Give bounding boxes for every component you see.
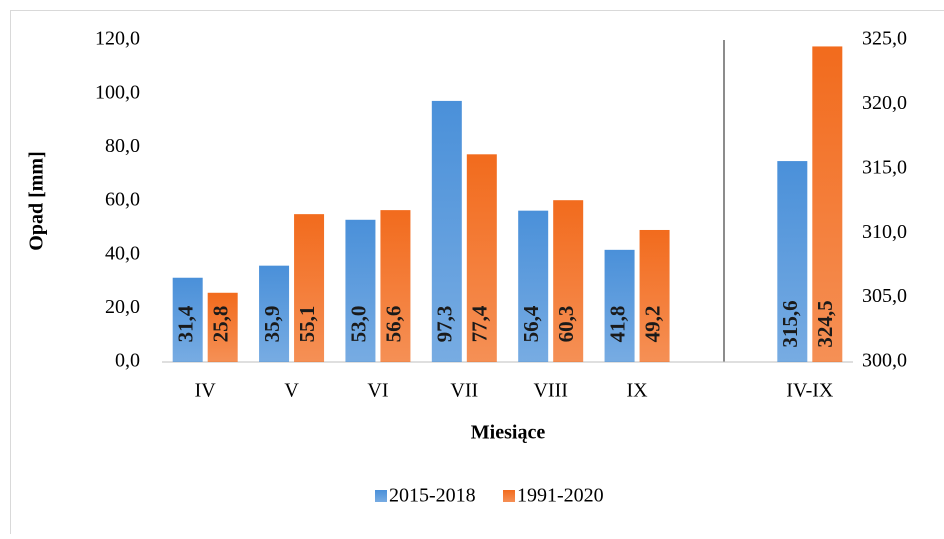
- legend-swatch: [375, 490, 387, 502]
- x-tick-label: IV: [195, 380, 217, 402]
- legend-swatch: [503, 490, 515, 502]
- data-label: 315,6: [778, 300, 802, 347]
- y2-tick-label: 325,0: [862, 28, 907, 50]
- data-label: 77,4: [468, 305, 492, 342]
- y2-tick-label: 310,0: [862, 221, 907, 243]
- data-label: 53,0: [346, 306, 370, 343]
- y-tick-label: 120,0: [95, 28, 140, 50]
- x-tick-label: IV-IX: [786, 380, 834, 402]
- x-tick-label: IX: [627, 380, 649, 402]
- data-label: 25,8: [209, 306, 233, 343]
- data-label: 35,9: [260, 306, 284, 343]
- y-tick-label: 100,0: [95, 81, 140, 103]
- data-label: 41,8: [605, 306, 629, 343]
- y2-tick-label: 300,0: [862, 350, 907, 372]
- data-label: 324,5: [813, 300, 837, 347]
- data-label: 56,6: [381, 306, 405, 343]
- data-label: 60,3: [554, 306, 578, 343]
- y2-tick-label: 320,0: [862, 92, 907, 114]
- y-tick-label: 80,0: [105, 135, 140, 157]
- y-tick-label: 60,0: [105, 189, 140, 211]
- x-tick-label: V: [284, 380, 299, 402]
- y2-tick-label: 315,0: [862, 156, 907, 178]
- x-axis-title: Miesiące: [471, 422, 546, 444]
- y-axis-title: Opad [mm]: [26, 151, 48, 250]
- y-tick-label: 20,0: [105, 296, 140, 318]
- data-label: 56,4: [519, 305, 543, 342]
- legend-label: 1991-2020: [517, 485, 604, 507]
- data-label: 31,4: [174, 305, 198, 342]
- data-label: 49,2: [640, 306, 664, 343]
- legend-label: 2015-2018: [389, 485, 476, 507]
- y-tick-label: 40,0: [105, 242, 140, 264]
- x-tick-label: VII: [450, 380, 478, 402]
- y-tick-label: 0,0: [115, 350, 140, 372]
- x-tick-label: VIII: [533, 380, 567, 402]
- data-label: 97,3: [433, 306, 457, 343]
- y2-tick-label: 305,0: [862, 285, 907, 307]
- data-label: 55,1: [295, 306, 319, 343]
- x-tick-label: VI: [367, 380, 388, 402]
